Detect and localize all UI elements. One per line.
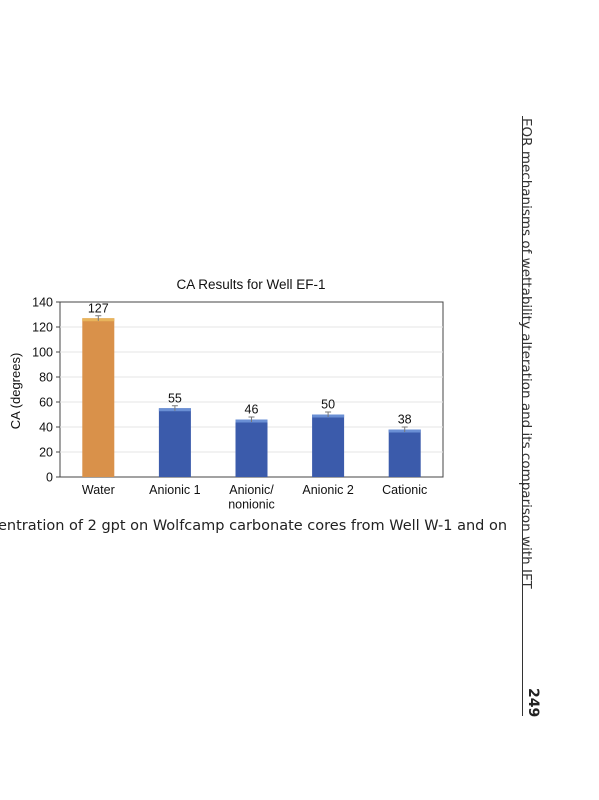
bar bbox=[388, 429, 421, 477]
bar bbox=[158, 408, 191, 477]
data-label: 46 bbox=[245, 403, 259, 417]
y-tick-label: 0 bbox=[46, 471, 53, 485]
data-label: 50 bbox=[321, 398, 335, 412]
x-tick-label: Water bbox=[82, 483, 115, 497]
y-axis-ticks: 0 20 40 60 80 100 120 140 bbox=[32, 296, 60, 485]
x-tick-label: Anionic/ bbox=[229, 483, 274, 497]
y-axis-label: CA (degrees) bbox=[8, 353, 23, 430]
x-axis-ticks: Water Anionic 1 Anionic/nonionic Anionic 2 C… bbox=[82, 483, 427, 512]
y-tick-label: 120 bbox=[32, 321, 53, 335]
chart-title: CA Results for Well EF-1 bbox=[176, 277, 325, 292]
data-label: 38 bbox=[398, 413, 412, 427]
x-tick-label: Anionic 2 bbox=[302, 483, 353, 497]
y-tick-label: 140 bbox=[32, 296, 53, 310]
y-tick-label: 80 bbox=[39, 371, 53, 385]
data-label: 55 bbox=[168, 391, 182, 405]
x-tick-label: Anionic 1 bbox=[149, 483, 200, 497]
bar bbox=[312, 414, 345, 477]
bar bbox=[235, 419, 268, 477]
y-tick-label: 60 bbox=[39, 396, 53, 410]
gridlines bbox=[60, 326, 443, 453]
y-tick-label: 100 bbox=[32, 346, 53, 360]
x-tick-label: nonionic bbox=[228, 498, 275, 512]
margin-rule bbox=[522, 116, 523, 716]
bars bbox=[82, 315, 421, 477]
data-labels: 127 55 46 50 38 bbox=[88, 301, 412, 426]
figure-caption: entration of 2 gpt on Wolfcamp carbonate… bbox=[0, 518, 508, 534]
bar bbox=[82, 318, 115, 477]
y-tick-label: 20 bbox=[39, 446, 53, 460]
data-label: 127 bbox=[88, 301, 109, 315]
running-head: EOR mechanisms of wettability alteration… bbox=[518, 118, 534, 589]
x-tick-label: Cationic bbox=[382, 483, 427, 497]
y-tick-label: 40 bbox=[39, 421, 53, 435]
page-number: 249 bbox=[525, 688, 541, 718]
